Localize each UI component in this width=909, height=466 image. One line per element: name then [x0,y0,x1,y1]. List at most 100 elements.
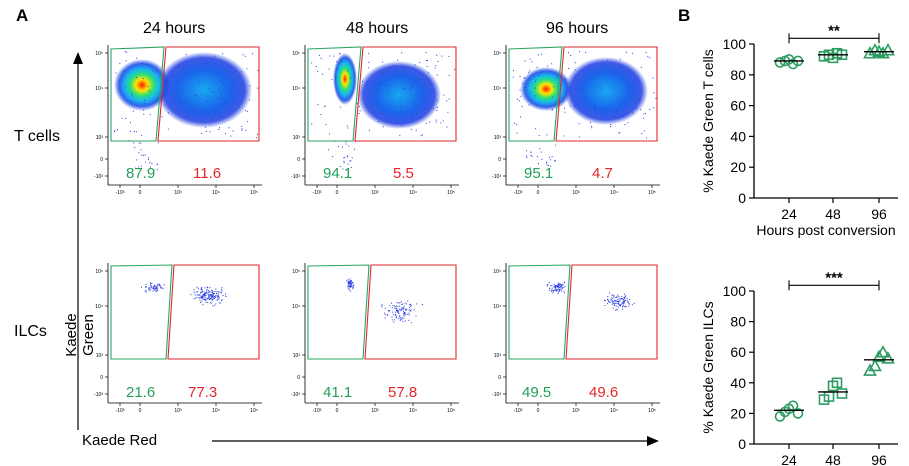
event-dot [117,129,119,131]
event-dot [164,104,166,106]
event-dot [428,71,430,73]
event-dot [161,287,163,289]
event-dot [223,82,225,84]
x-tick-label: -10³ [514,190,523,196]
event-dot [351,286,353,288]
event-dot [408,314,410,316]
event-dot [210,302,212,304]
event-dot [619,58,621,60]
event-dot [225,133,227,135]
event-dot [530,152,532,154]
event-dot [211,296,213,298]
event-dot [245,110,247,112]
event-dot [157,284,159,286]
event-dot [653,92,655,94]
event-dot [256,133,258,135]
event-dot [574,105,576,107]
event-dot [149,114,151,116]
event-dot [550,285,552,287]
event-dot [341,61,343,63]
event-dot [377,84,379,86]
event-dot [214,112,216,114]
y-tick-label: 10⁵ [95,269,103,275]
event-dot [421,134,423,136]
x-tick-label: 0 [537,408,540,414]
event-dot [204,296,206,298]
event-dot [322,73,324,75]
percent-red-ilcs-48h: 57.8 [388,384,418,401]
event-dot [611,300,613,302]
event-dot [242,54,244,56]
event-dot [201,133,203,135]
event-dot [558,287,560,289]
y-tick-label: 10⁴ [292,304,300,310]
event-dot [617,294,619,296]
y-tick-label: 10⁴ [95,86,103,92]
event-dot [394,308,396,310]
event-dot [200,295,202,297]
event-dot [317,104,319,106]
event-dot [220,291,222,293]
event-dot [200,291,202,293]
event-dot [328,149,330,151]
event-dot [395,314,397,316]
event-dot [435,119,437,121]
event-dot [618,297,620,299]
chart-x-tick-label: 96 [871,452,887,466]
event-dot [409,88,411,90]
event-dot [215,72,217,74]
event-dot [143,113,145,115]
event-dot [140,149,142,151]
event-dot [597,86,599,88]
event-dot [538,54,540,56]
event-dot [343,162,345,164]
event-dot [204,294,206,296]
event-dot [399,134,401,136]
event-dot [397,311,399,313]
chart-y-tick-label: 60 [730,344,746,360]
event-dot [198,297,200,299]
event-dot [631,304,633,306]
event-dot [220,93,222,95]
event-dot [149,166,151,168]
chart-y-tick-label: 20 [730,405,746,421]
event-dot [152,288,154,290]
event-dot [620,304,622,306]
event-dot [353,284,355,286]
event-dot [625,306,627,308]
event-dot [203,293,205,295]
event-dot [536,67,538,69]
event-dot [350,290,352,292]
event-dot [625,305,627,307]
event-dot [148,287,150,289]
event-dot [212,292,214,294]
event-dot [607,299,609,301]
event-dot [186,110,188,112]
event-dot [400,309,402,311]
event-dot [225,296,227,298]
event-dot [526,150,528,152]
event-dot [350,280,352,282]
event-dot [538,135,540,137]
event-dot [339,53,341,55]
y-tick-label: 10⁵ [493,51,501,57]
event-dot [410,309,412,311]
event-dot [557,291,559,293]
event-dot [122,70,124,72]
event-dot [402,320,404,322]
event-dot [222,294,224,296]
event-dot [574,77,576,79]
event-dot [385,84,387,86]
event-dot [552,290,554,292]
event-dot [202,304,204,306]
event-dot [603,299,605,301]
event-dot [617,298,619,300]
event-dot [410,86,412,88]
event-dot [425,52,427,54]
event-dot [625,51,627,53]
event-dot [518,100,520,102]
event-dot [403,317,405,319]
event-dot [218,87,220,89]
event-dot [348,280,350,282]
